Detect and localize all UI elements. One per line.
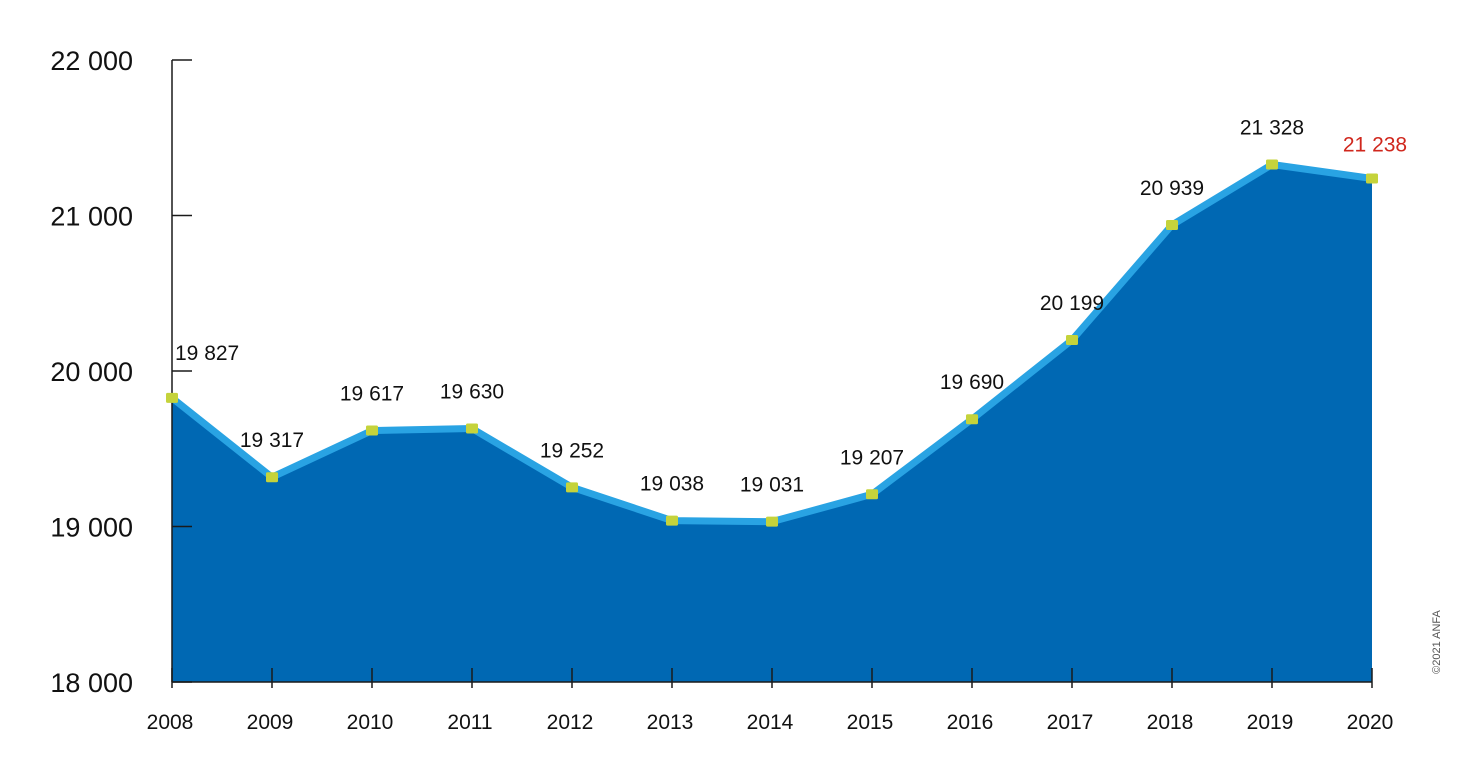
x-tick-label-2017: 2017: [1047, 711, 1094, 734]
data-point-2015: [866, 489, 878, 500]
x-tick-label-2020: 2020: [1347, 711, 1394, 734]
y-tick-label-20000: 20 000: [50, 357, 133, 387]
x-axis-ticks: 2008 2009 2010 2011 2012 2013 2014 2015 2016 2017…: [147, 668, 1394, 734]
x-tick-label-2019: 2019: [1247, 711, 1294, 734]
x-tick-label-2014: 2014: [747, 711, 794, 734]
area-fill: [172, 164, 1372, 683]
x-tick-label-2015: 2015: [847, 711, 894, 734]
x-tick-label-2013: 2013: [647, 711, 694, 734]
x-tick-label-2011: 2011: [447, 711, 492, 734]
data-labels: 19 827 19 317 19 617 19 630 19 252 19 038 19 0…: [175, 116, 1407, 496]
data-point-2018: [1166, 219, 1178, 230]
data-point-2016: [966, 414, 978, 425]
data-point-2017: [1066, 335, 1078, 346]
data-point-2011: [466, 423, 478, 434]
data-label-2019: 21 328: [1240, 116, 1304, 139]
data-label-2009: 19 317: [240, 429, 304, 452]
data-point-2019: [1266, 159, 1278, 170]
data-label-2010: 19 617: [340, 383, 404, 406]
data-label-2018: 20 939: [1140, 177, 1204, 200]
y-tick-label-18000: 18 000: [50, 668, 133, 698]
data-label-2008: 19 827: [175, 342, 239, 365]
x-tick-label-2016: 2016: [947, 711, 994, 734]
area-layer: [172, 164, 1372, 683]
data-label-2020: 21 238: [1343, 133, 1407, 156]
data-point-2008: [166, 392, 178, 403]
data-point-2020: [1366, 173, 1378, 184]
data-label-2013: 19 038: [640, 473, 704, 496]
data-label-2012: 19 252: [540, 439, 604, 462]
y-axis-ticks: 18 000 19 000 20 000 21 000 22 000: [50, 46, 192, 698]
data-point-2013: [666, 515, 678, 526]
x-tick-label-2010: 2010: [347, 711, 394, 734]
data-label-2016: 19 690: [940, 371, 1004, 394]
data-label-2011: 19 630: [440, 381, 504, 404]
data-label-2017: 20 199: [1040, 292, 1104, 315]
y-tick-label-22000: 22 000: [50, 46, 133, 76]
x-tick-label-2008: 2008: [147, 711, 194, 734]
data-point-2010: [366, 425, 378, 436]
x-tick-label-2012: 2012: [547, 711, 594, 734]
y-tick-label-19000: 19 000: [50, 513, 133, 543]
data-point-2009: [266, 472, 278, 483]
data-point-2012: [566, 482, 578, 493]
copyright-credit: ©2021 ANFA: [1431, 609, 1443, 673]
x-tick-label-2018: 2018: [1147, 711, 1194, 734]
data-point-2014: [766, 516, 778, 527]
x-tick-label-2009: 2009: [247, 711, 294, 734]
y-tick-label-21000: 21 000: [50, 202, 133, 232]
data-label-2014: 19 031: [740, 474, 804, 497]
data-label-2015: 19 207: [840, 446, 904, 469]
markers: [166, 159, 1378, 527]
